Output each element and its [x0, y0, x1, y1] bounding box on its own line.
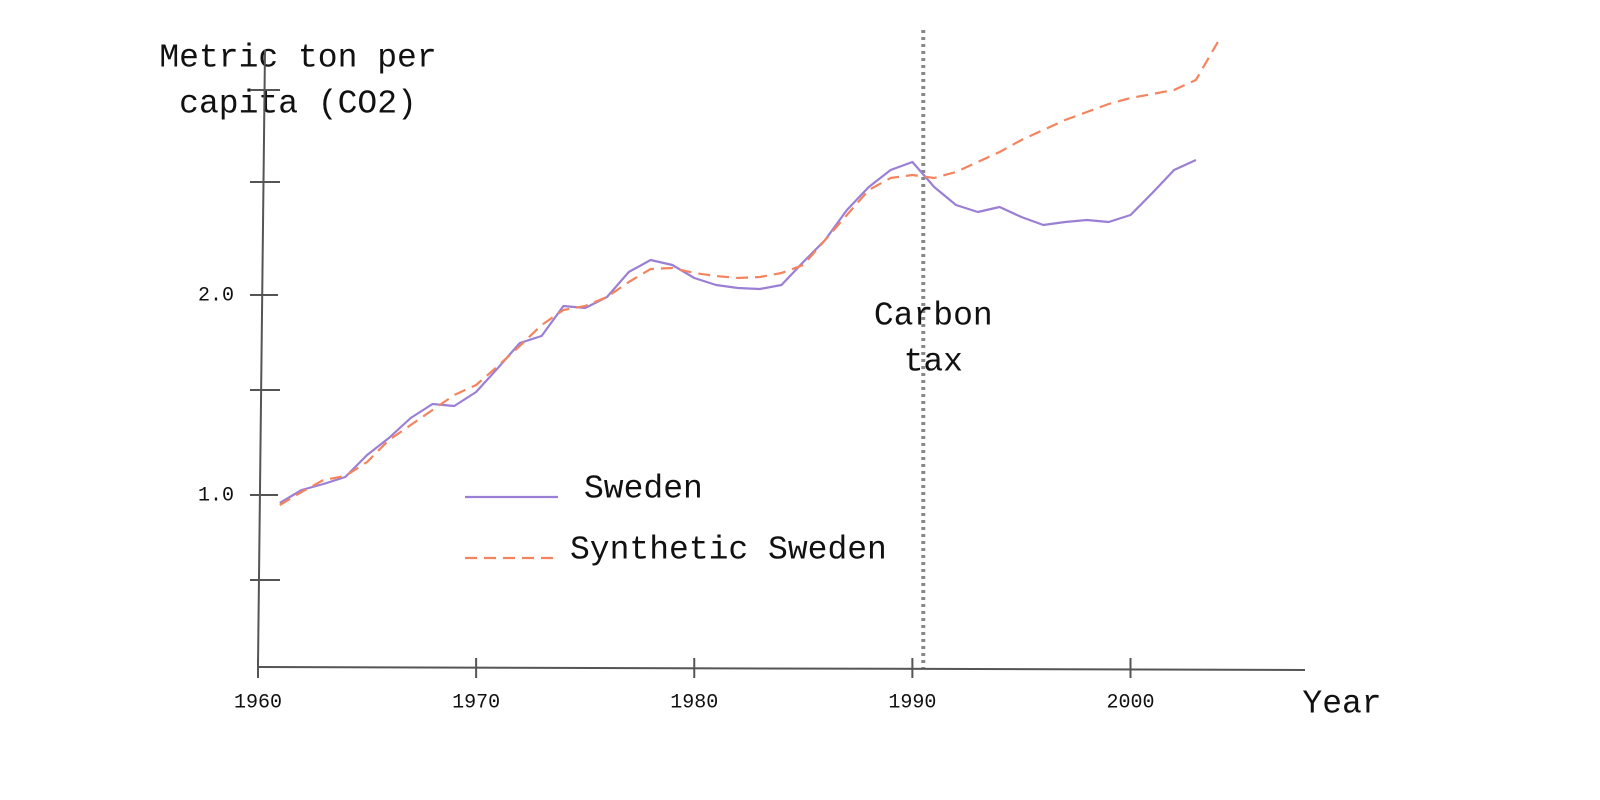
x-tick-label: 1960	[234, 691, 282, 714]
y-tick-label: 2.0	[198, 284, 234, 307]
x-tick-label: 2000	[1106, 691, 1154, 714]
x-axis-label: Year	[1302, 686, 1381, 723]
y-axis	[257, 49, 266, 666]
x-tick-label: 1990	[888, 691, 936, 714]
y-axis-label: Metric ton per	[159, 40, 436, 77]
x-tick-label: 1980	[670, 691, 718, 714]
legend-label: Synthetic Sweden	[570, 532, 887, 569]
annotation: Carbon	[874, 298, 993, 335]
annotation: tax	[904, 344, 963, 381]
y-axis-label: capita (CO2)	[179, 86, 417, 123]
legend-label: Sweden	[584, 471, 703, 508]
x-tick-label: 1970	[452, 691, 500, 714]
y-tick-label: 1.0	[198, 484, 234, 507]
x-axis	[257, 666, 1306, 671]
line-series	[279, 159, 1197, 504]
line-series	[279, 41, 1219, 506]
